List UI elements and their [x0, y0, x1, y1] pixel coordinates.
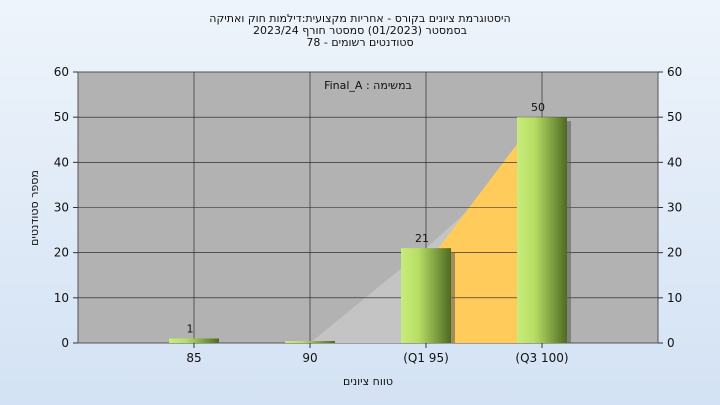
y-tick-label-left: 40: [54, 155, 69, 169]
y-axis-title: מספר סטודנטים: [28, 170, 41, 246]
bar-value-label: 1: [187, 322, 194, 335]
chart-title: היסטוגרמת ציונים בקורס - אחריות מקצועית:…: [209, 12, 510, 49]
y-tick-label-left: 20: [54, 246, 69, 260]
y-tick-label-right: 0: [667, 336, 675, 350]
y-tick-label-right: 10: [667, 291, 682, 305]
y-tick-label-left: 0: [61, 336, 69, 350]
y-tick-label-right: 40: [667, 155, 682, 169]
y-tick-label-left: 30: [54, 201, 69, 215]
x-tick-label: (Q3 100): [515, 351, 568, 365]
data-labels: 1 21 50: [187, 101, 546, 335]
task-annotation: במשימה : Final_A: [324, 79, 412, 92]
bars: [169, 117, 571, 344]
bar: [285, 341, 335, 343]
bar: [517, 117, 567, 344]
x-tick-label: (Q1 95): [403, 351, 449, 365]
y-tick-label-left: 10: [54, 291, 69, 305]
bar: [401, 248, 451, 343]
bar-value-label: 21: [415, 232, 429, 245]
chart-title-line-1: היסטוגרמת ציונים בקורס - אחריות מקצועית:…: [209, 12, 510, 25]
y-tick-label-right: 20: [667, 246, 682, 260]
y-tick-label-right: 60: [667, 65, 682, 79]
x-tick-label: 85: [186, 351, 201, 365]
x-tick-label: 90: [302, 351, 317, 365]
y-tick-label-right: 50: [667, 110, 682, 124]
bar: [169, 338, 219, 343]
y-tick-label-left: 50: [54, 110, 69, 124]
bar-value-label: 50: [531, 101, 545, 114]
axes: 0 0 10 10 20 20 30 30 40 40 50 50 60 60 85 90 (Q1 95) (Q3…: [54, 65, 683, 365]
x-axis-title: טווח ציונים: [343, 375, 393, 388]
chart-title-line-3: סטודנטים רשומים - 78: [306, 36, 413, 49]
y-tick-label-right: 30: [667, 201, 682, 215]
chart-title-line-2: בסמסטר (01/2023) סמסטר חורף 2023/24: [253, 24, 467, 37]
y-tick-label-left: 60: [54, 65, 69, 79]
